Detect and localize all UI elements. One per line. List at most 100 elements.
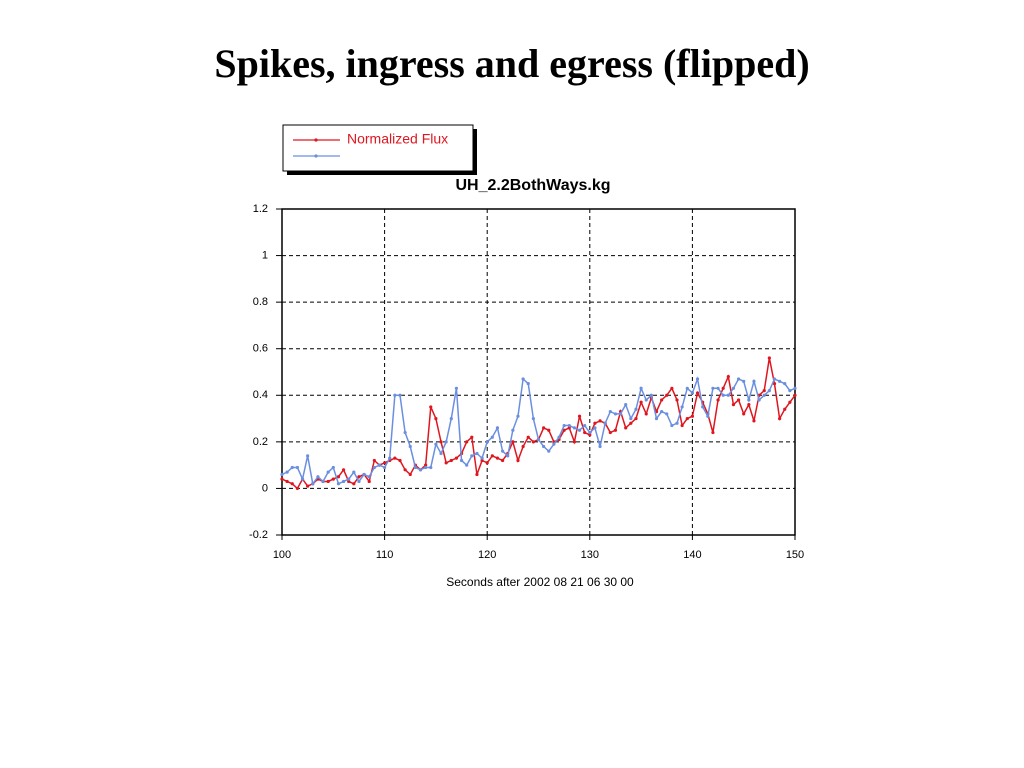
- data-point: [772, 377, 777, 381]
- data-point: [624, 403, 628, 407]
- data-point: [347, 477, 351, 481]
- data-point: [413, 465, 417, 470]
- data-point: [383, 465, 387, 470]
- legend-marker: [314, 138, 318, 142]
- data-point: [593, 421, 597, 425]
- slide-title: Spikes, ingress and egress (flipped): [214, 41, 809, 86]
- y-tick-label: 0: [262, 482, 268, 494]
- data-point: [608, 430, 612, 435]
- data-point: [639, 386, 643, 390]
- data-point: [280, 472, 284, 477]
- data-point: [408, 472, 412, 477]
- data-point: [403, 430, 407, 435]
- data-point: [403, 468, 407, 472]
- data-point: [444, 461, 448, 465]
- data-point: [306, 454, 310, 458]
- data-point: [526, 435, 530, 439]
- data-point: [634, 416, 638, 421]
- data-point: [736, 377, 741, 381]
- data-point: [362, 472, 366, 477]
- data-point: [644, 412, 648, 416]
- data-point: [367, 479, 371, 484]
- data-point: [752, 419, 756, 423]
- data-point: [793, 386, 797, 390]
- data-point: [778, 416, 782, 421]
- x-tick-label: 130: [581, 549, 599, 561]
- data-point: [711, 386, 715, 390]
- data-point: [731, 386, 736, 390]
- data-point: [398, 393, 402, 397]
- y-tick-label: 0.6: [253, 343, 268, 355]
- data-point: [670, 386, 674, 390]
- data-point: [290, 465, 294, 470]
- data-point: [336, 475, 341, 479]
- data-point: [536, 437, 541, 442]
- data-point: [506, 454, 510, 458]
- data-point: [567, 423, 571, 428]
- data-point: [788, 389, 792, 393]
- data-point: [490, 454, 494, 458]
- data-point: [562, 428, 566, 432]
- data-point: [665, 393, 669, 397]
- data-point: [680, 423, 684, 428]
- data-point: [336, 482, 341, 486]
- data-point: [485, 440, 489, 444]
- data-point: [357, 479, 361, 484]
- data-point: [557, 435, 561, 439]
- data-point: [341, 479, 346, 484]
- data-point: [352, 482, 356, 486]
- y-tick-label: 0.4: [253, 389, 268, 401]
- data-point: [742, 379, 746, 383]
- data-point: [598, 419, 602, 423]
- data-point: [701, 405, 705, 409]
- data-point: [670, 423, 674, 428]
- data-point: [500, 458, 505, 463]
- data-point: [778, 379, 782, 383]
- data-point: [695, 391, 700, 395]
- data-point: [408, 444, 412, 449]
- data-point: [454, 386, 459, 390]
- data-point: [562, 423, 566, 428]
- data-point: [290, 482, 294, 486]
- data-point: [583, 430, 587, 435]
- data-point: [352, 470, 356, 474]
- data-point: [526, 382, 530, 386]
- data-point: [459, 458, 464, 463]
- data-point: [572, 440, 577, 444]
- data-point: [454, 456, 459, 460]
- data-point: [649, 393, 653, 397]
- data-point: [449, 458, 453, 463]
- data-point: [367, 475, 371, 479]
- data-point: [516, 414, 520, 418]
- data-point: [429, 405, 433, 409]
- data-point: [424, 463, 428, 467]
- x-axis-label: Seconds after 2002 08 21 06 30 00: [446, 575, 634, 589]
- data-point: [634, 407, 638, 411]
- data-point: [295, 486, 299, 491]
- data-point: [613, 412, 618, 416]
- data-point: [747, 398, 751, 402]
- data-point: [388, 456, 392, 460]
- data-point: [665, 412, 669, 416]
- data-point: [552, 442, 556, 446]
- data-point: [588, 433, 592, 437]
- data-point: [424, 465, 428, 470]
- data-point: [624, 426, 628, 430]
- data-point: [475, 451, 479, 456]
- data-point: [716, 386, 720, 390]
- data-point: [347, 479, 351, 484]
- x-tick-label: 120: [478, 549, 496, 561]
- data-point: [577, 414, 582, 418]
- data-point: [306, 484, 310, 488]
- data-point: [767, 356, 771, 360]
- data-point: [593, 426, 597, 430]
- data-point: [341, 468, 346, 472]
- data-point: [377, 463, 382, 467]
- data-point: [480, 458, 484, 463]
- data-point: [418, 468, 423, 472]
- data-point: [629, 416, 633, 421]
- data-point: [285, 470, 289, 474]
- data-point: [495, 426, 500, 430]
- data-point: [547, 428, 551, 432]
- data-point: [547, 449, 551, 453]
